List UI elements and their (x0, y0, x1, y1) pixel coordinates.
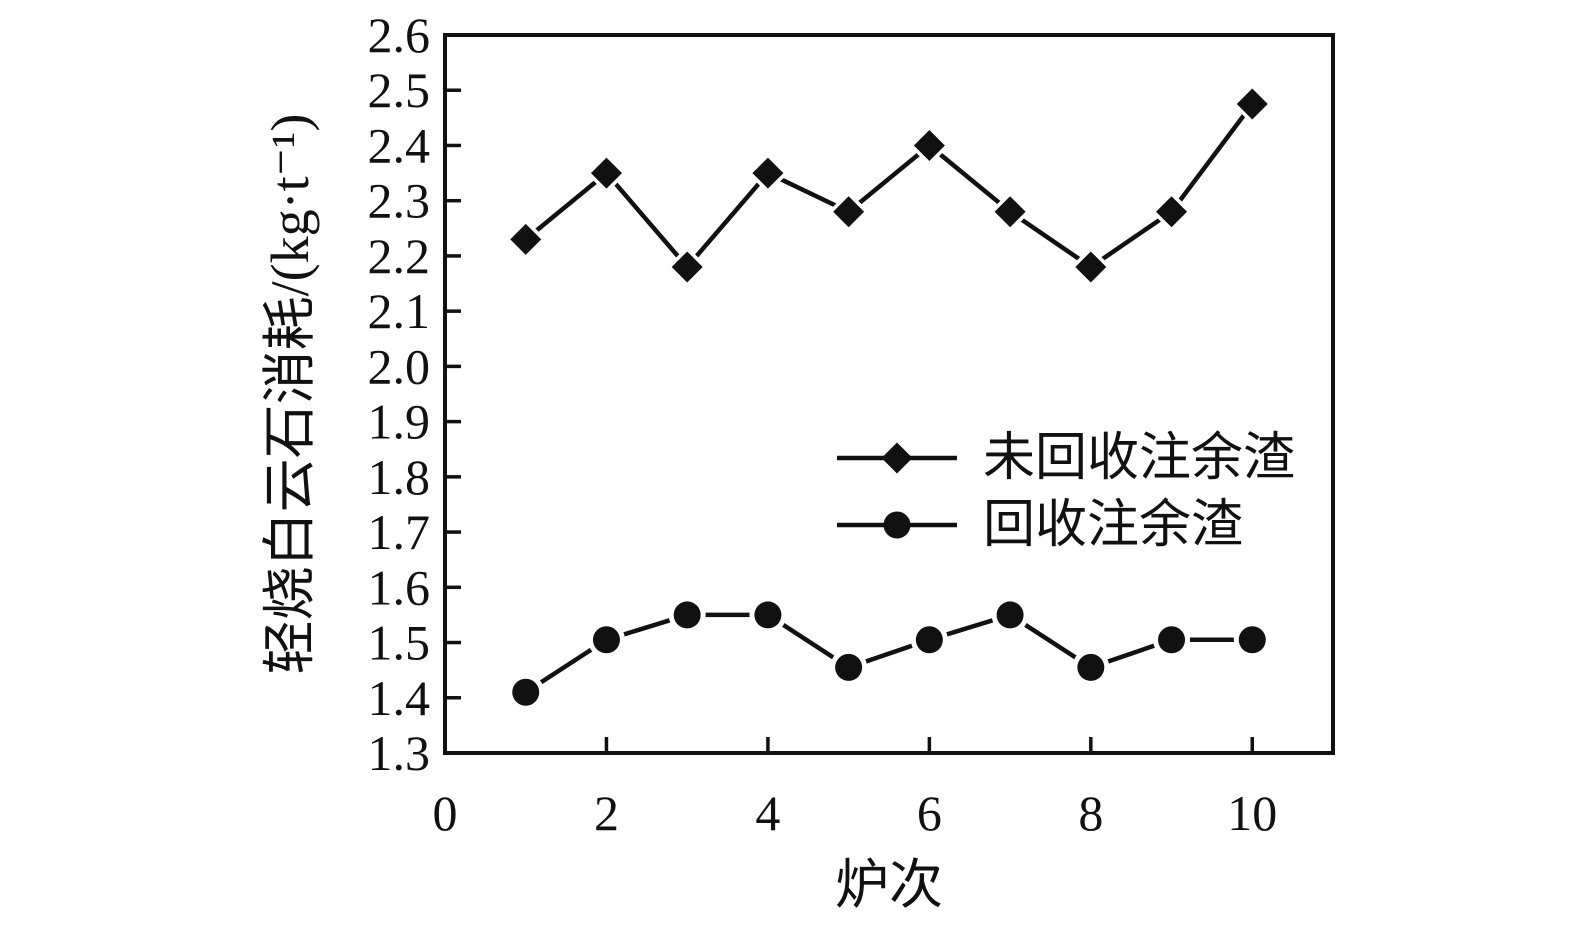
diamond-marker (1075, 251, 1107, 283)
legend-diamond-marker (881, 442, 913, 474)
y-tick-label: 2.3 (368, 173, 431, 229)
diamond-marker (913, 129, 945, 161)
legend-circle-marker (883, 511, 911, 539)
y-tick-label: 1.8 (368, 449, 431, 505)
circle-marker (1077, 653, 1105, 681)
circle-marker (512, 678, 540, 706)
diamond-marker (671, 251, 703, 283)
diamond-marker (590, 157, 622, 189)
series-1-line (524, 102, 1255, 271)
x-axis-title: 炉次 (835, 855, 943, 915)
diamond-marker (833, 196, 865, 228)
y-tick-label: 1.3 (368, 725, 431, 781)
diamond-marker (1156, 196, 1188, 228)
legend-entry: 未回收注余渣 (837, 430, 1295, 487)
diamond-marker (510, 223, 542, 255)
circle-marker (673, 601, 701, 629)
series-2-line (524, 612, 1253, 695)
y-tick-label: 2.0 (368, 338, 431, 394)
x-tick-label: 2 (594, 785, 619, 841)
y-tick-label: 2.2 (368, 228, 431, 284)
y-tick-label: 1.6 (368, 559, 431, 615)
x-tick-label: 4 (755, 785, 780, 841)
diamond-marker (1236, 88, 1268, 120)
x-tick-label: 8 (1078, 785, 1103, 841)
y-tick-label: 1.9 (368, 394, 431, 450)
y-tick-label: 1.5 (368, 615, 431, 671)
y-tick-label: 2.1 (368, 283, 431, 339)
y-tick-label: 2.6 (368, 7, 431, 63)
circle-marker (835, 653, 863, 681)
legend-label: 未回收注余渣 (983, 430, 1295, 487)
diamond-marker (752, 157, 784, 189)
circle-marker (1238, 626, 1266, 654)
plot-border (443, 33, 1335, 755)
x-tick-label: 0 (433, 785, 458, 841)
circle-marker (592, 626, 620, 654)
x-tick-label: 6 (917, 785, 942, 841)
y-tick-label: 1.7 (368, 504, 431, 560)
y-axis-title: 轻烧白云石消耗/(kg·t⁻¹) (260, 114, 320, 675)
y-tick-label: 1.4 (368, 670, 431, 726)
legend-label: 回收注余渣 (983, 497, 1243, 554)
circle-marker (754, 601, 782, 629)
circle-marker (1158, 626, 1186, 654)
diamond-marker (994, 196, 1026, 228)
circle-marker (996, 601, 1024, 629)
y-tick-label: 2.4 (368, 117, 431, 173)
legend-entry: 回收注余渣 (837, 497, 1243, 554)
circle-marker (915, 626, 943, 654)
x-tick-label: 10 (1227, 785, 1277, 841)
y-tick-label: 2.5 (368, 62, 431, 118)
